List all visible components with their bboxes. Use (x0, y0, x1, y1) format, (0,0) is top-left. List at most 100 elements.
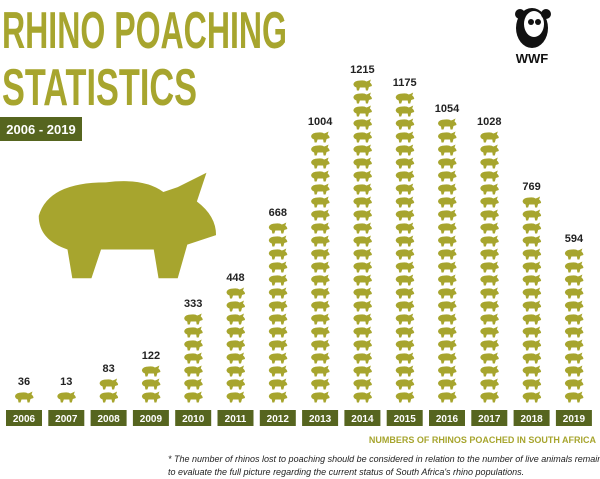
rhino-icon (564, 378, 584, 390)
x-tick-label: 2015 (394, 414, 417, 425)
rhino-icon (268, 326, 288, 338)
rhino-icon (438, 391, 457, 403)
rhino-icon (480, 391, 499, 403)
rhino-icon (395, 209, 415, 221)
rhino-icon (353, 118, 372, 130)
footnote: * The number of rhinos lost to poaching … (168, 454, 600, 464)
rhino-icon (438, 287, 457, 299)
rhino-icon (268, 248, 288, 260)
rhino-icon (268, 365, 288, 377)
rhino-icon (353, 196, 372, 208)
rhino-icon (99, 391, 119, 403)
rhino-icon (311, 157, 330, 169)
value-label: 83 (102, 363, 114, 375)
rhino-icon (226, 313, 245, 325)
rhino-icon (311, 170, 330, 182)
rhino-icon (268, 235, 288, 247)
rhino-icon (480, 144, 499, 156)
rhino-icon (438, 274, 457, 286)
rhino-icon (353, 391, 372, 403)
rhino-icon (564, 365, 584, 377)
rhino-icon (311, 222, 330, 234)
rhino-icon (311, 339, 330, 351)
rhino-icon (353, 183, 372, 195)
value-label: 13 (60, 376, 72, 388)
year-box (429, 410, 465, 426)
rhino-icon (395, 378, 415, 390)
rhino-icon (438, 339, 457, 351)
rhino-icon (268, 300, 288, 312)
rhino-icon (311, 183, 330, 195)
x-tick-label: 2018 (520, 414, 543, 425)
rhino-icon (353, 235, 372, 247)
axis-label: NUMBERS OF RHINOS POACHED IN SOUTH AFRIC… (369, 435, 597, 445)
rhino-icon (480, 352, 499, 364)
rhino-icon (395, 287, 415, 299)
rhino-icon (395, 248, 415, 260)
rhino-icon (480, 326, 499, 338)
rhino-icon (353, 157, 372, 169)
rhino-stack (480, 131, 499, 403)
rhino-icon (395, 365, 415, 377)
rhino-icon (353, 274, 372, 286)
rhino-icon (438, 326, 457, 338)
rhino-icon (311, 378, 330, 390)
rhino-icon (184, 391, 203, 403)
rhino-icon (353, 92, 372, 104)
rhino-stack (353, 79, 372, 403)
rhino-icon (522, 261, 542, 273)
rhino-icon (268, 274, 288, 286)
year-box (259, 410, 296, 426)
rhino-icon (564, 287, 584, 299)
rhino-icon (395, 352, 415, 364)
rhino-icon (438, 131, 457, 143)
rhino-icon (438, 144, 457, 156)
value-label: 1028 (477, 116, 501, 128)
rhino-icon (395, 183, 415, 195)
rhino-icon (311, 248, 330, 260)
value-label: 333 (184, 298, 202, 310)
value-label: 1054 (435, 103, 460, 115)
rhino-icon (438, 365, 457, 377)
rhino-stack (141, 365, 161, 403)
rhino-icon (564, 352, 584, 364)
rhino-stack (311, 131, 330, 403)
rhino-icon (353, 365, 372, 377)
rhino-icon (395, 92, 415, 104)
value-label: 1215 (350, 64, 374, 76)
rhino-icon (522, 209, 542, 221)
rhino-icon (311, 313, 330, 325)
rhino-icon (480, 196, 499, 208)
x-tick-label: 2019 (563, 414, 586, 425)
value-label: 36 (18, 376, 30, 388)
rhino-icon (438, 261, 457, 273)
rhino-icon (438, 378, 457, 390)
rhino-stack (184, 313, 203, 403)
rhino-icon (311, 365, 330, 377)
rhino-icon (395, 300, 415, 312)
rhino-icon (438, 157, 457, 169)
rhino-icon (268, 222, 288, 234)
x-tick-label: 2016 (436, 414, 459, 425)
x-tick-label: 2011 (225, 414, 247, 425)
x-tick-label: 2007 (55, 414, 78, 425)
rhino-icon (395, 131, 415, 143)
rhino-icon (226, 339, 245, 351)
rhino-icon (438, 170, 457, 182)
rhino-icon (311, 196, 330, 208)
rhino-icon (226, 365, 245, 377)
rhino-icon (480, 365, 499, 377)
x-tick-label: 2014 (351, 414, 374, 425)
x-tick-label: 2009 (140, 414, 163, 425)
value-label: 122 (142, 350, 160, 362)
year-box (48, 410, 85, 426)
value-label: 1004 (308, 116, 333, 128)
x-tick-label: 2008 (97, 414, 120, 425)
rhino-icon (226, 300, 245, 312)
rhino-icon (438, 313, 457, 325)
year-box (386, 410, 423, 426)
rhino-stack (268, 222, 288, 403)
rhino-icon (226, 287, 245, 299)
x-tick-label: 2017 (478, 414, 501, 425)
rhino-icon (480, 313, 499, 325)
